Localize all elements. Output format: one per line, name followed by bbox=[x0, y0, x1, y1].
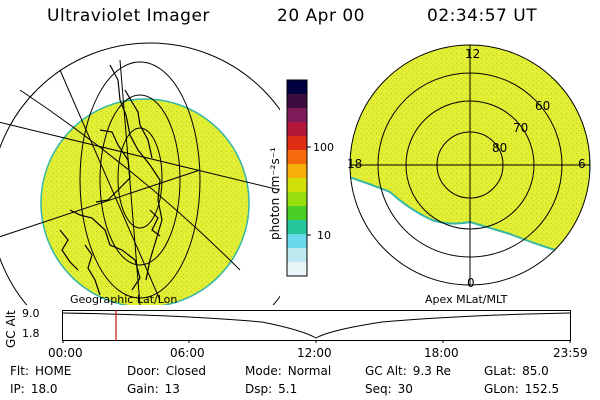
timeline-x-tick-1800: 18:00 bbox=[424, 346, 459, 360]
status-mode: Mode: Normal bbox=[245, 364, 332, 378]
colorbar-cell bbox=[287, 206, 307, 221]
colorbar-cell bbox=[287, 248, 307, 263]
status-seq: Seq: 30 bbox=[365, 382, 413, 396]
colorbar-cell bbox=[287, 262, 307, 277]
image-date: 20 Apr 00 bbox=[277, 6, 365, 26]
timeline-y-axis-label: GC Alt bbox=[4, 310, 18, 348]
status-ip: IP: 18.0 bbox=[10, 382, 58, 396]
colorbar-cell bbox=[287, 164, 307, 179]
timeline-y-tick-low: 1.8 bbox=[22, 327, 40, 340]
colorbar-cell bbox=[287, 220, 307, 235]
timeline-x-tick-0600: 06:00 bbox=[170, 346, 205, 360]
status-glat: GLat: 85.0 bbox=[484, 364, 549, 378]
earth-disk bbox=[40, 98, 250, 305]
colorbar-cell bbox=[287, 150, 307, 165]
mlat-label-70: 70 bbox=[513, 121, 529, 135]
mlt-label-18: 18 bbox=[347, 157, 363, 171]
image-time: 02:34:57 UT bbox=[427, 6, 538, 26]
timeline-x-tick-0000: 00:00 bbox=[48, 346, 83, 360]
mlat-label-80: 80 bbox=[492, 141, 508, 155]
apex-polar-view bbox=[349, 44, 591, 286]
status-gain: Gain: 13 bbox=[127, 382, 180, 396]
colorbar-tick-10: 10 bbox=[317, 229, 331, 242]
colorbar-cell bbox=[287, 94, 307, 109]
timeline-x-tick-1200: 12:00 bbox=[297, 346, 332, 360]
colorbar-unit-label: photon cm⁻²s⁻¹ bbox=[268, 147, 282, 240]
status-dsp: Dsp: 5.1 bbox=[245, 382, 298, 396]
colorbar-cell bbox=[287, 122, 307, 137]
colorbar-tick-100: 100 bbox=[313, 141, 334, 154]
status-door: Door: Closed bbox=[127, 364, 207, 378]
instrument-title: Ultraviolet Imager bbox=[47, 6, 210, 26]
colorbar-cell bbox=[287, 80, 307, 95]
colorbar-cell bbox=[287, 234, 307, 249]
apex-label: Apex MLat/MLT bbox=[425, 293, 508, 306]
mlat-label-60: 60 bbox=[535, 99, 551, 113]
colorbar-cell bbox=[287, 178, 307, 193]
status-flight: Flt: HOME bbox=[10, 364, 72, 378]
colorbar-cell bbox=[287, 136, 307, 151]
mlt-label-0: 0 bbox=[467, 276, 475, 290]
geographic-label: Geographic Lat/Lon bbox=[70, 293, 178, 306]
timeline-y-tick-high: 9.0 bbox=[22, 307, 40, 320]
timeline-x-tick-2359: 23:59 bbox=[553, 346, 588, 360]
colorbar bbox=[286, 79, 311, 277]
orbit-altitude-plot bbox=[62, 310, 571, 343]
colorbar-cell bbox=[287, 192, 307, 207]
geographic-globe-view bbox=[0, 42, 280, 305]
status-glon: GLon: 152.5 bbox=[484, 382, 560, 396]
status-gc-alt: GC Alt: 9.3 Re bbox=[365, 364, 451, 378]
mlt-label-6: 6 bbox=[578, 157, 586, 171]
mlt-label-12: 12 bbox=[465, 47, 481, 61]
colorbar-cell bbox=[287, 108, 307, 123]
